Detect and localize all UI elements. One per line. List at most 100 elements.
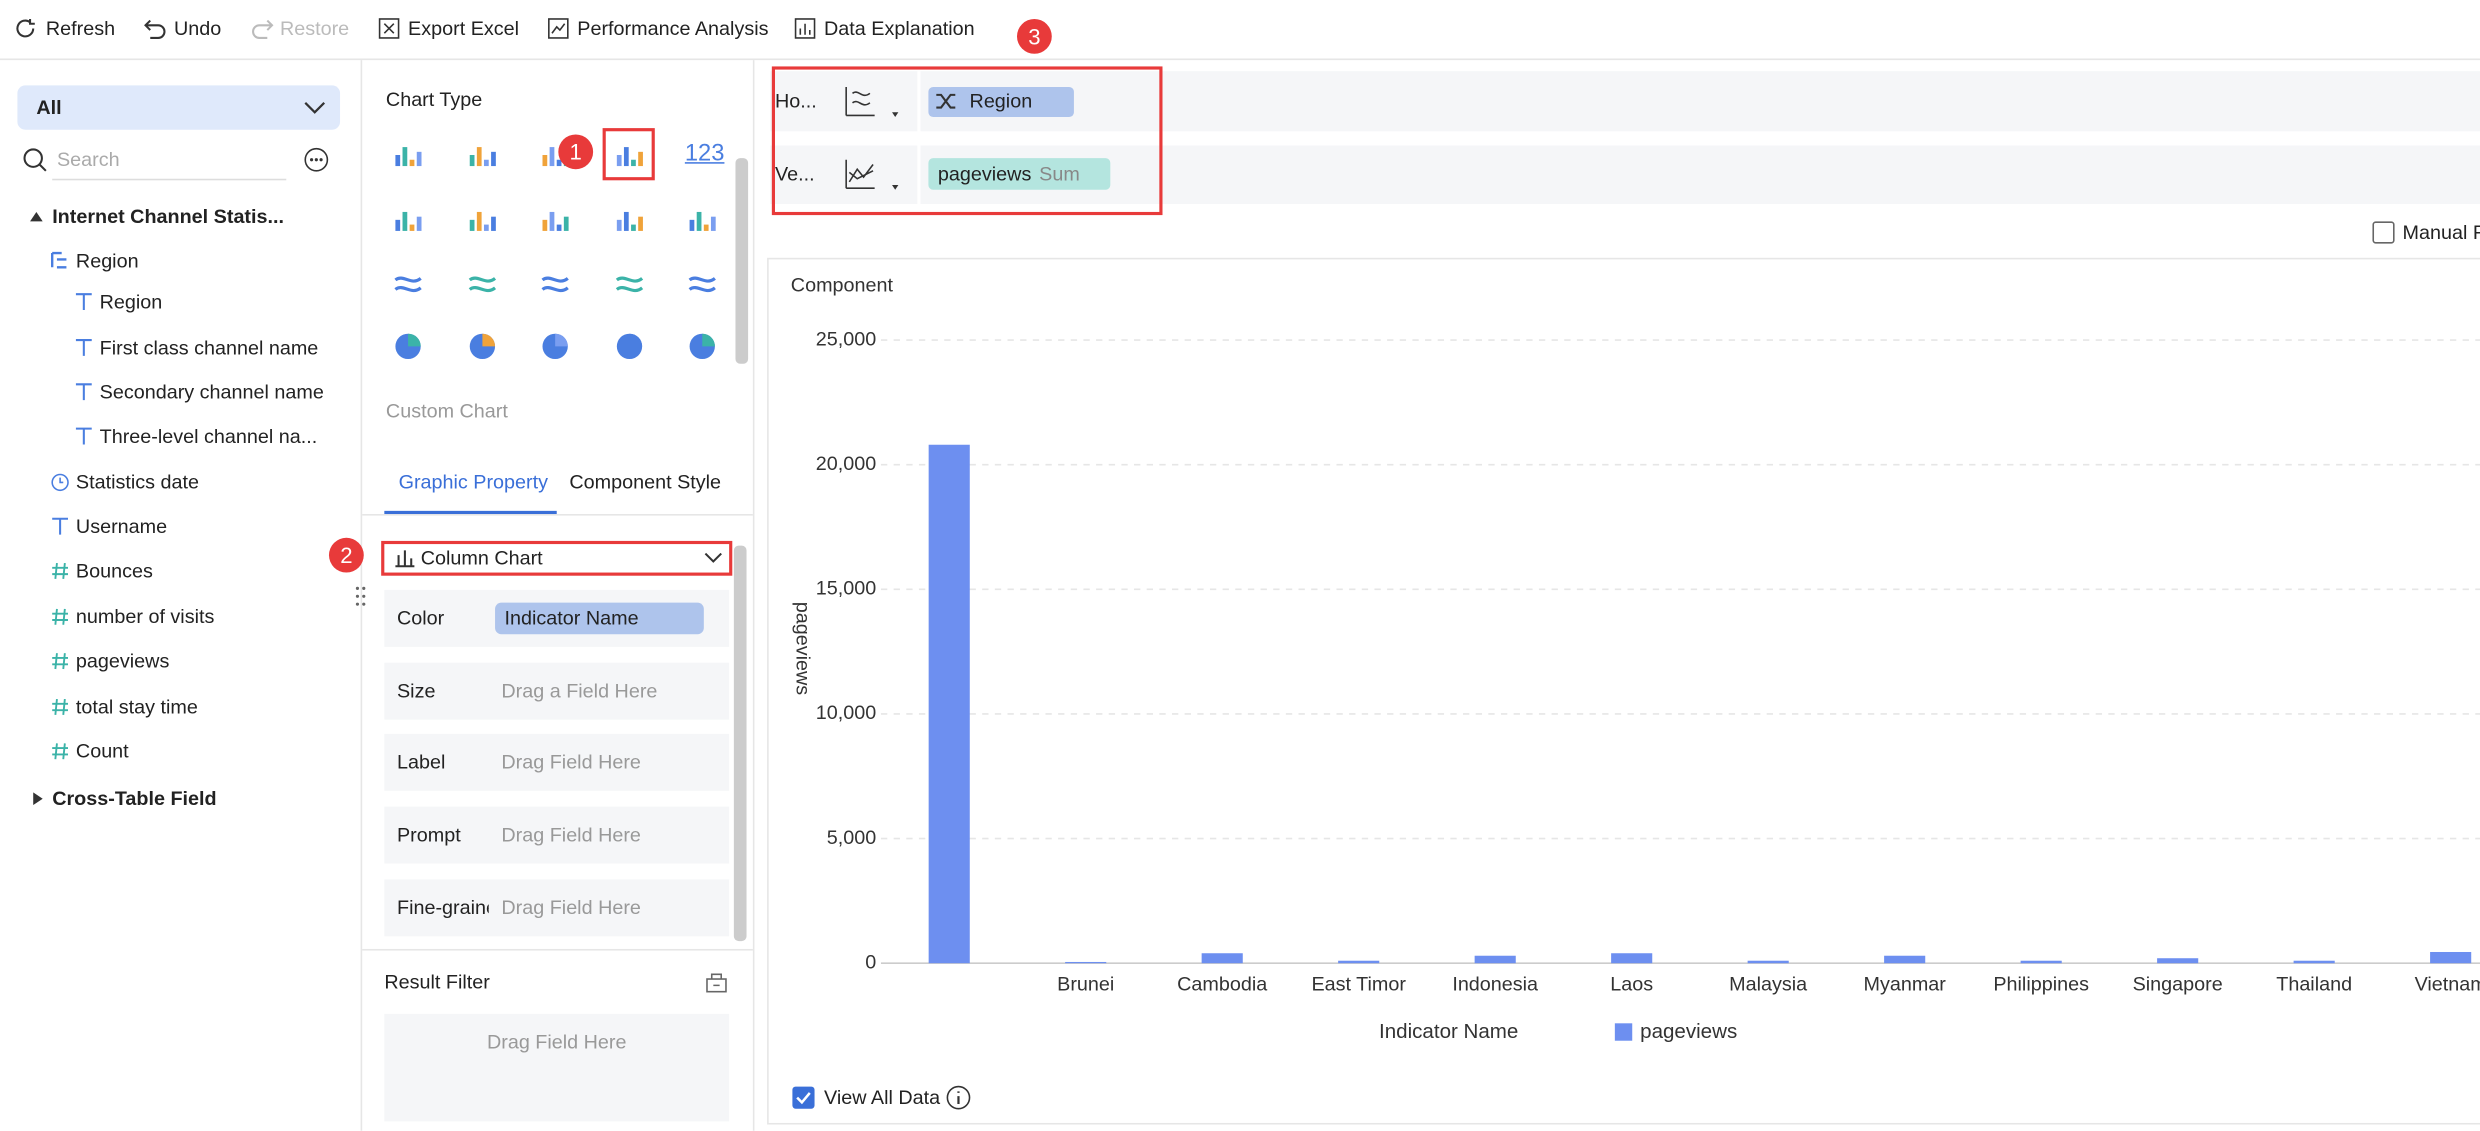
field-icon [75, 383, 92, 401]
field-icon [75, 339, 92, 356]
legend-title: Indicator Name [1379, 1020, 1518, 1043]
chart-type-icon[interactable] [614, 202, 646, 234]
refresh-button[interactable]: Refresh [45, 17, 116, 40]
icon [304, 102, 326, 114]
property-row: Prompt Drag Field Here [384, 806, 730, 864]
field-item[interactable]: Statistics date [75, 471, 200, 494]
filter-select[interactable]: All [17, 85, 341, 130]
icon [23, 148, 47, 172]
divider [0, 58, 2480, 61]
icon [704, 552, 722, 563]
placeholder: Drag Field Here [486, 1031, 627, 1054]
search-input[interactable]: Search [56, 148, 120, 171]
performance-button[interactable]: Performance Analysis [577, 17, 769, 40]
chart-type-icon[interactable] [539, 331, 571, 363]
component-title: Component [791, 274, 894, 296]
bar [1474, 955, 1516, 964]
field-icon [75, 293, 92, 310]
field-icon [52, 608, 69, 625]
x-tick-label: Malaysia [1729, 974, 1807, 996]
chart-type-icon[interactable] [614, 331, 646, 363]
tab-active[interactable]: Graphic Property [398, 471, 549, 494]
chip-text: pageviews [937, 162, 1032, 186]
chart-type-icon[interactable] [686, 331, 718, 363]
y-tick-label: 20,000 [816, 453, 876, 475]
chart-card [767, 257, 2480, 1125]
divider [362, 948, 753, 951]
chart-type-icon[interactable] [539, 202, 571, 234]
x-tick-label: Indonesia [1452, 974, 1538, 996]
chart-type-icon[interactable] [467, 138, 499, 170]
property-label: Label [396, 751, 446, 775]
scrollbar [735, 158, 749, 364]
chart-type-icon[interactable] [392, 138, 424, 170]
chart-type-icon[interactable] [686, 267, 718, 299]
field-item[interactable]: number of visits [75, 605, 215, 628]
view-all-label: View All Data [824, 1086, 941, 1109]
icon [30, 211, 43, 222]
custom-chart[interactable]: Custom Chart [385, 400, 508, 423]
field-item[interactable]: pageviews [75, 650, 170, 673]
field-item[interactable]: Region [75, 249, 139, 273]
axis-toggle[interactable] [843, 84, 906, 119]
highlight-box [771, 66, 1163, 216]
field-item[interactable]: total stay time [75, 695, 198, 719]
export-button[interactable]: Export Excel [408, 17, 520, 40]
icon [16, 18, 35, 38]
chart-select-value: Column Chart [420, 547, 543, 570]
field-item[interactable]: Three-level channel na... [99, 425, 318, 448]
checkbox[interactable] [2372, 221, 2395, 244]
chart-type-icon[interactable] [467, 331, 499, 363]
tab-indicator [384, 510, 557, 515]
chart-type-icon[interactable] [467, 267, 499, 299]
underline [52, 178, 287, 181]
bar [1884, 955, 1926, 964]
drag-handle[interactable] [354, 585, 367, 607]
view-all-checkbox[interactable] [792, 1086, 815, 1109]
axis-toggle[interactable] [843, 157, 906, 192]
bar [2020, 960, 2062, 964]
callout: 2 [328, 537, 364, 573]
bar [1201, 953, 1243, 964]
chart-type-number: 123 [684, 139, 725, 167]
field-item[interactable]: Count [75, 740, 129, 763]
more-button[interactable] [304, 147, 329, 172]
explanation-button[interactable]: Data Explanation [824, 17, 975, 40]
x-tick-label: Brunei [1057, 974, 1114, 996]
divider [752, 60, 755, 1131]
chart-type-icon[interactable] [686, 202, 718, 234]
restore-button[interactable]: Restore [279, 17, 350, 40]
field-chip: Indicator Name [495, 602, 704, 635]
chart-type-icon[interactable] [392, 267, 424, 299]
field-item[interactable]: First class channel name [99, 336, 319, 360]
chart-type-icon[interactable] [392, 331, 424, 363]
field-icon [51, 251, 67, 269]
bar [1611, 953, 1653, 964]
field-item[interactable]: Region [99, 291, 163, 314]
tab[interactable]: Component Style [569, 471, 722, 494]
field-item[interactable]: Bounces [75, 559, 153, 583]
chip-aggregate: Sum [1039, 162, 1080, 186]
chart-type-icon[interactable] [467, 202, 499, 234]
field-chip[interactable]: pageviews Sum [928, 158, 1111, 190]
chart-type-icon[interactable] [614, 138, 646, 170]
shelf-label: Ve... [774, 162, 815, 186]
field-chip[interactable]: Region [928, 86, 1074, 118]
field-item[interactable]: Secondary channel name [99, 381, 324, 404]
drop-zone[interactable]: Drag Field Here [384, 1013, 730, 1122]
undo-button[interactable]: Undo [173, 17, 222, 40]
property-row: Size Drag a Field Here [384, 662, 730, 720]
placeholder: Drag Field Here [501, 824, 641, 847]
info-icon[interactable] [946, 1085, 971, 1110]
legend-label: pageviews [1640, 1020, 1737, 1043]
field-icon [52, 698, 69, 715]
bar [1747, 960, 1789, 964]
field-item[interactable]: Username [75, 515, 168, 538]
x-tick-label: Thailand [2276, 974, 2352, 996]
chart-select[interactable]: Column Chart [381, 540, 733, 576]
chart-type-icon[interactable] [614, 267, 646, 299]
icon [936, 93, 956, 109]
chart-type-icon[interactable] [539, 267, 571, 299]
x-tick-label: Singapore [2133, 974, 2223, 996]
chart-type-icon[interactable] [392, 202, 424, 234]
